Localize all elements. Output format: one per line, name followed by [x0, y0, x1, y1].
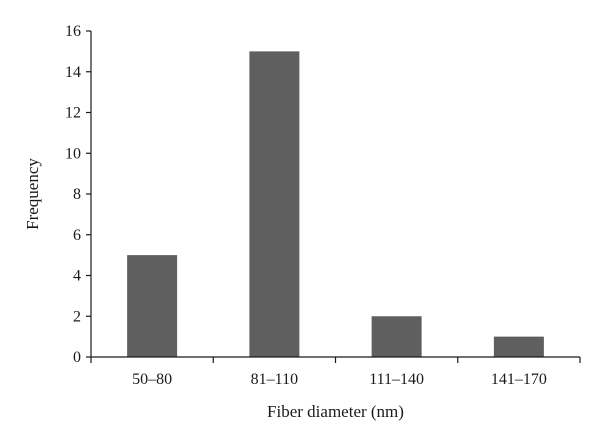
y-tick-label: 12 [65, 105, 81, 122]
x-tick-label: 50–80 [132, 371, 172, 388]
x-tick-label: 111–140 [369, 371, 424, 388]
bar-4 [493, 336, 544, 357]
y-tick-label: 4 [73, 268, 81, 285]
bar-3 [371, 316, 422, 357]
y-tick-label: 16 [65, 23, 81, 40]
bars-group [127, 51, 544, 357]
bar-1 [127, 255, 178, 357]
y-tick-label: 0 [73, 349, 81, 366]
x-axis-ticks: 50–80 81–110 111–140 141–170 [90, 357, 581, 388]
y-axis-title: Frequency [23, 158, 42, 230]
y-tick-label: 14 [65, 64, 81, 81]
x-axis-title: Fiber diameter (nm) [267, 402, 404, 421]
y-tick-label: 8 [73, 186, 81, 203]
bar-2 [249, 51, 300, 357]
x-tick-label: 81–110 [251, 371, 298, 388]
y-tick-label: 6 [73, 227, 81, 244]
y-tick-label: 2 [73, 308, 81, 325]
y-tick-label: 10 [65, 145, 81, 162]
x-tick-label: 141–170 [491, 371, 547, 388]
y-axis-ticks: 0 2 4 6 8 10 12 14 16 [65, 23, 91, 366]
